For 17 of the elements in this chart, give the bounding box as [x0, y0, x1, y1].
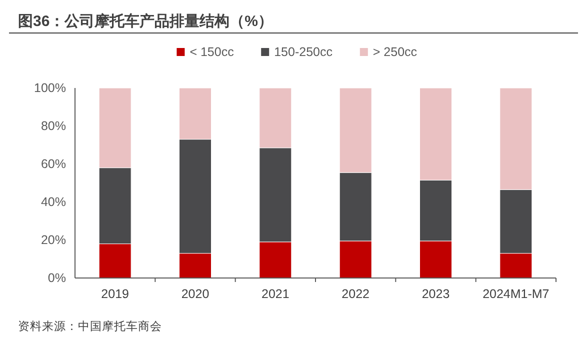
text: 资料来源：中国摩托车商会 — [18, 319, 162, 333]
y-tick-label: 100% — [34, 81, 66, 95]
x-tick-label: 2024M1-M7 — [482, 287, 550, 301]
legend-label: < 150cc — [190, 45, 234, 59]
x-tick-label: 2023 — [422, 287, 450, 301]
x-tick-label: 2022 — [342, 287, 370, 301]
y-tick-label: 80% — [40, 119, 66, 133]
y-tick-label: 40% — [40, 195, 66, 209]
y-tick-label: 60% — [40, 157, 66, 171]
x-tick-label: 2020 — [181, 287, 210, 301]
legend-label: 150-250cc — [274, 45, 332, 59]
legend-label: > 250cc — [372, 45, 418, 59]
chart-title: 图36：公司摩托车产品排量结构（%） — [18, 12, 274, 30]
y-tick-label: 0% — [48, 271, 66, 285]
x-tick-label: 2019 — [101, 287, 130, 301]
y-tick-label: 20% — [40, 233, 66, 247]
x-tick-label: 2021 — [262, 287, 290, 301]
